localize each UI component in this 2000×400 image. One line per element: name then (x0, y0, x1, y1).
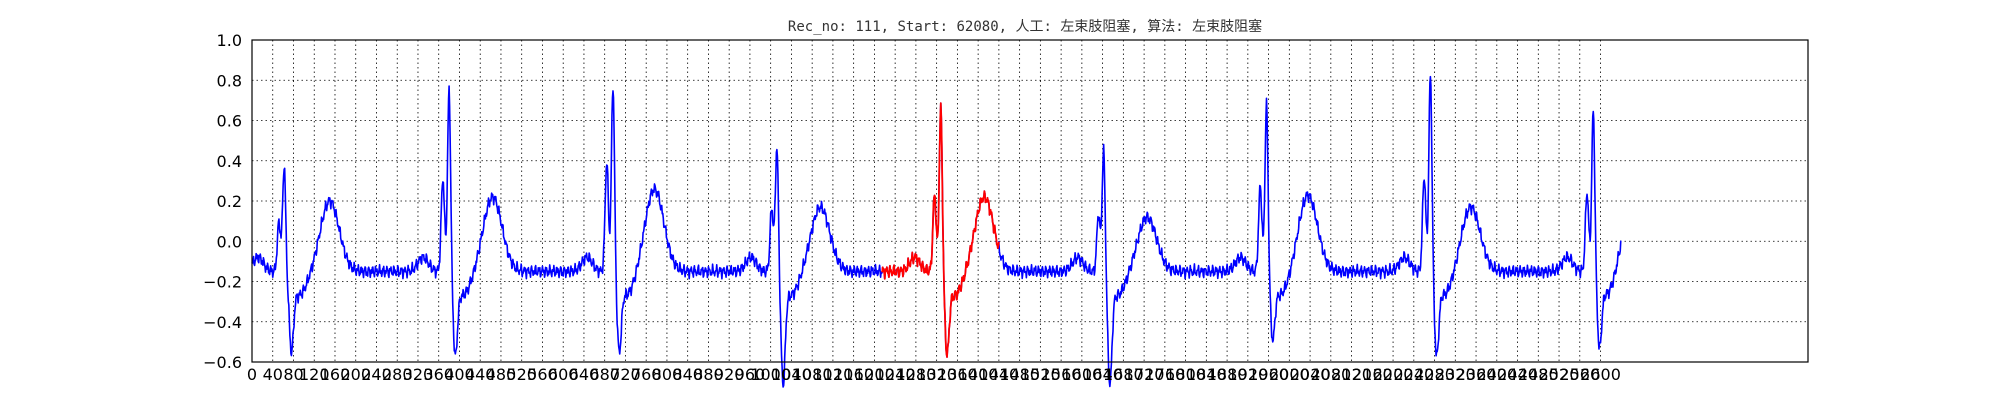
x-tick-label: 2400 (1476, 365, 1517, 384)
x-tick-label: 720 (610, 365, 641, 384)
y-tick-label: −0.4 (203, 313, 242, 332)
x-tick-label: 2360 (1456, 365, 1497, 384)
x-tick-label: 40 (263, 365, 283, 384)
x-tick-label: 1360 (937, 365, 978, 384)
x-tick-label: 1200 (854, 365, 895, 384)
x-tick-label: 160 (320, 365, 351, 384)
x-tick-label: 680 (589, 365, 620, 384)
x-tick-label: 920 (714, 365, 745, 384)
y-tick-label: 0.6 (217, 112, 242, 131)
y-tick-label: 0.0 (217, 232, 242, 251)
x-tick-label: 760 (631, 365, 662, 384)
x-tick-label: 1040 (771, 365, 812, 384)
x-tick-label: 520 (506, 365, 537, 384)
y-tick-label: 1.0 (217, 31, 242, 50)
x-tick-label: 1680 (1103, 365, 1144, 384)
x-tick-label: 1280 (896, 365, 937, 384)
x-tick-label: 1160 (833, 365, 874, 384)
x-tick-label: 560 (527, 365, 558, 384)
x-tick-label: 600 (548, 365, 579, 384)
y-axis-tick-labels: 1.0 0.8 0.6 0.4 0.2 0.0 −0.2 −0.4 −0.6 (203, 31, 242, 372)
x-tick-label: 1760 (1144, 365, 1185, 384)
x-tick-label: 280 (382, 365, 413, 384)
x-tick-label: 2120 (1331, 365, 1372, 384)
x-tick-label: 1560 (1041, 365, 1082, 384)
x-tick-label: 1000 (750, 365, 791, 384)
y-tick-label: 0.4 (217, 152, 242, 171)
x-tick-label: 0 (247, 365, 257, 384)
x-tick-label: 2560 (1559, 365, 1600, 384)
x-tick-label: 1880 (1207, 365, 1248, 384)
x-tick-label: 2280 (1414, 365, 1455, 384)
x-tick-label: 1080 (792, 365, 833, 384)
x-tick-label: 840 (672, 365, 703, 384)
x-tick-label: 1520 (1020, 365, 1061, 384)
x-tick-label: 480 (486, 365, 517, 384)
x-tick-label: 2080 (1310, 365, 1351, 384)
x-tick-label: 1400 (958, 365, 999, 384)
x-tick-label: 1840 (1186, 365, 1227, 384)
x-tick-label: 2320 (1435, 365, 1476, 384)
x-tick-label: 2600 (1580, 365, 1621, 384)
x-tick-label: 80 (283, 365, 303, 384)
chart-title: Rec_no: 111, Start: 62080, 人工: 左束肢阻塞, 算法… (788, 18, 1262, 35)
x-tick-label: 400 (444, 365, 475, 384)
x-tick-label: 1640 (1082, 365, 1123, 384)
x-tick-label: 200 (340, 365, 371, 384)
x-tick-label: 440 (465, 365, 496, 384)
x-tick-label: 120 (299, 365, 330, 384)
x-tick-label: 640 (569, 365, 600, 384)
x-tick-label: 1720 (1124, 365, 1165, 384)
y-tick-label: −0.2 (203, 273, 242, 292)
x-tick-label: 2040 (1290, 365, 1331, 384)
x-tick-label: 800 (652, 365, 683, 384)
x-tick-label: 960 (735, 365, 766, 384)
x-tick-label: 1320 (916, 365, 957, 384)
x-tick-label: 1120 (813, 365, 854, 384)
x-tick-label: 2520 (1539, 365, 1580, 384)
x-tick-label: 2200 (1373, 365, 1414, 384)
ecg-signal (251, 75, 1622, 388)
x-tick-label: 880 (693, 365, 724, 384)
x-tick-label: 2160 (1352, 365, 1393, 384)
x-tick-label: 360 (423, 365, 454, 384)
x-tick-label: 1800 (1165, 365, 1206, 384)
y-tick-label: −0.6 (203, 353, 242, 372)
x-tick-label: 1440 (979, 365, 1020, 384)
plot-area-frame (251, 39, 1809, 363)
x-tick-label: 1600 (1062, 365, 1103, 384)
x-tick-label: 2000 (1269, 365, 1310, 384)
grid-lines (252, 40, 1808, 362)
x-tick-label: 1480 (999, 365, 1040, 384)
x-tick-label: 1920 (1227, 365, 1268, 384)
ecg-line-red-highlight (881, 102, 1000, 358)
y-tick-label: 0.8 (217, 71, 242, 90)
y-tick-label: 0.2 (217, 192, 242, 211)
x-axis-tick-labels: 0 40 8012016020024028032036040044048052056… (247, 365, 1621, 384)
x-tick-label: 240 (361, 365, 392, 384)
x-tick-label: 1960 (1248, 365, 1289, 384)
x-tick-label: 2480 (1518, 365, 1559, 384)
x-tick-label: 2440 (1497, 365, 1538, 384)
x-tick-label: 320 (403, 365, 434, 384)
x-tick-label: 1240 (875, 365, 916, 384)
x-tick-label: 2240 (1393, 365, 1434, 384)
